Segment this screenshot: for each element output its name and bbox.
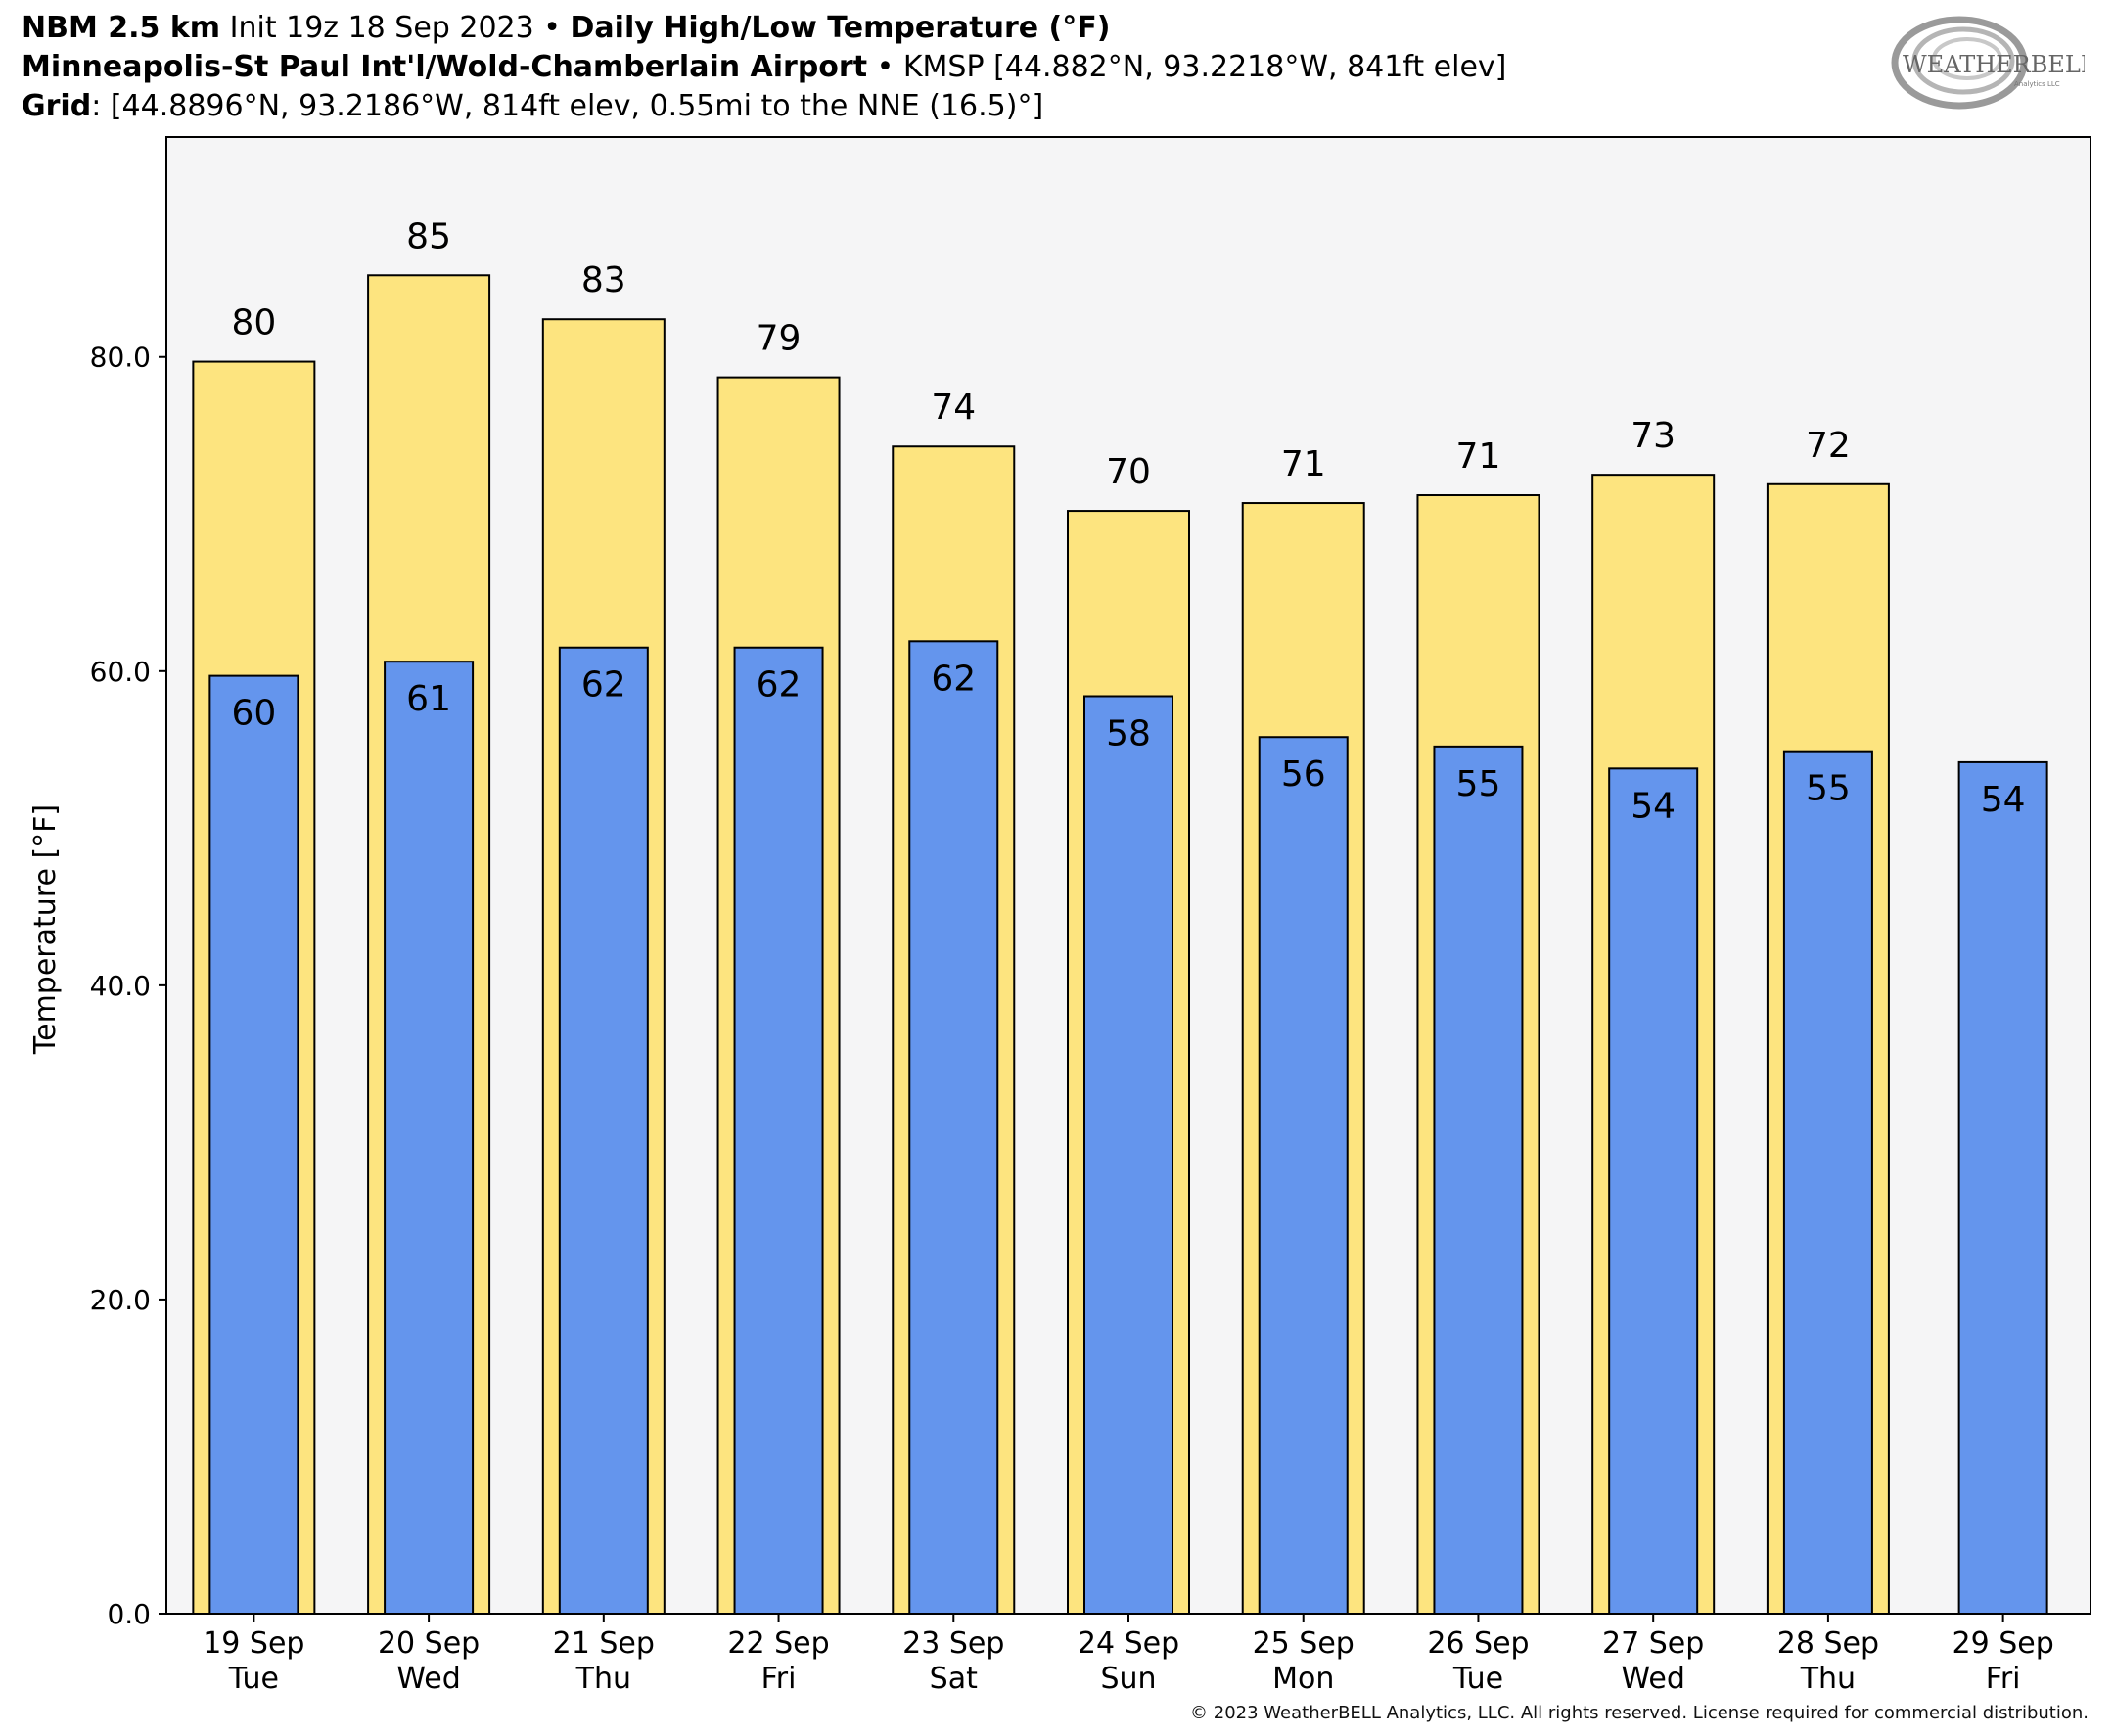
weatherbell-logo: WEATHERBELL Analytics LLC [1891,16,2085,110]
x-tick-date: 25 Sep [1253,1626,1355,1661]
low-bar [733,646,824,1615]
grid-info: : [44.8896°N, 93.2186°W, 814ft elev, 0.5… [91,89,1044,123]
high-value-label: 74 [931,388,976,428]
x-tick-day: Sun [1100,1662,1156,1696]
x-tick-day: Fri [761,1662,797,1696]
low-value-label: 60 [231,694,276,734]
product-title: Daily High/Low Temperature (°F) [570,11,1111,45]
x-tick-date: 29 Sep [1953,1626,2054,1661]
high-value-label: 71 [1281,444,1326,484]
low-value-label: 62 [581,665,626,706]
x-tick-date: 22 Sep [727,1626,829,1661]
low-value-label: 54 [1981,780,2026,820]
low-bar [208,674,299,1615]
x-tick-date: 19 Sep [203,1626,304,1661]
x-tick-date: 28 Sep [1777,1626,1879,1661]
x-tick-day: Wed [396,1662,460,1696]
x-tick-date: 20 Sep [378,1626,480,1661]
title-line-2: Minneapolis-St Paul Int'l/Wold-Chamberla… [22,49,1506,86]
low-bar [384,661,475,1615]
logo-text: WEATHERBELL [1903,51,2085,78]
x-tick-day: Tue [228,1662,279,1696]
low-value-label: 61 [406,679,451,719]
x-tick-date: 24 Sep [1078,1626,1179,1661]
low-bars [208,640,2048,1615]
y-tick-label: 40.0 [90,970,151,1002]
y-tick-label: 20.0 [90,1284,151,1316]
low-bar [558,646,649,1615]
x-tick-day: Thu [1800,1662,1856,1696]
x-tick-day: Sat [930,1662,978,1696]
y-tick-label: 0.0 [107,1598,151,1630]
high-value-label: 80 [231,303,276,343]
logo-subtext: Analytics LLC [2014,80,2060,88]
title-line-1: NBM 2.5 km Init 19z 18 Sep 2023 • Daily … [22,10,1110,47]
low-bar [1608,767,1699,1615]
model-name: NBM 2.5 km [22,11,221,45]
low-bar [1083,695,1173,1615]
low-bar [908,640,999,1615]
low-value-label: 55 [1456,764,1501,804]
low-bar [1957,760,2048,1615]
high-value-label: 72 [1806,426,1851,466]
high-value-label: 83 [581,260,626,300]
separator-bullet: • [876,50,895,84]
low-bar [1433,745,1524,1615]
x-tick-date: 21 Sep [553,1626,655,1661]
low-bar [1782,750,1873,1615]
init-time: Init 19z 18 Sep 2023 [229,11,534,45]
x-tick-day: Thu [575,1662,631,1696]
low-value-label: 62 [757,665,802,706]
high-value-label: 79 [757,319,802,359]
grid-label: Grid [22,89,92,123]
y-axis-label: Temperature [°F] [28,804,63,1055]
plot-frame [165,136,2091,1615]
copyright-notice: © 2023 WeatherBELL Analytics, LLC. All r… [1190,1703,2089,1723]
low-bar [1258,736,1349,1615]
y-tick-label: 80.0 [90,342,151,374]
high-value-label: 71 [1456,436,1501,477]
low-value-label: 62 [931,659,976,699]
x-tick-day: Tue [1452,1662,1503,1696]
x-tick-day: Fri [1986,1662,2021,1696]
y-tick-label: 60.0 [90,656,151,688]
x-tick-date: 26 Sep [1427,1626,1529,1661]
x-tick-day: Mon [1272,1662,1334,1696]
station-info: KMSP [44.882°N, 93.2218°W, 841ft elev] [902,50,1507,84]
high-value-label: 73 [1631,416,1676,456]
low-value-label: 54 [1631,786,1676,826]
low-value-label: 58 [1106,713,1151,754]
title-line-3: Grid: [44.8896°N, 93.2186°W, 814ft elev,… [22,88,1043,125]
x-tick-date: 27 Sep [1602,1626,1704,1661]
high-value-label: 85 [406,216,451,256]
x-tick-day: Wed [1621,1662,1684,1696]
x-tick-date: 23 Sep [902,1626,1004,1661]
high-value-label: 70 [1106,452,1151,492]
separator-bullet: • [543,11,561,45]
low-value-label: 55 [1806,769,1851,809]
station-name: Minneapolis-St Paul Int'l/Wold-Chamberla… [22,50,868,84]
low-value-label: 56 [1281,754,1326,795]
